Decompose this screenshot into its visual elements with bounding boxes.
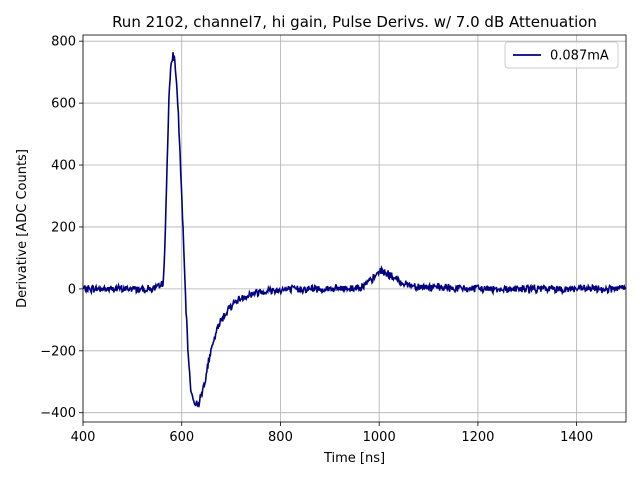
x-tick-label: 400 <box>71 430 96 445</box>
legend-label: 0.087mA <box>550 49 609 64</box>
y-axis-label: Derivative [ADC Counts] <box>15 149 30 308</box>
plot-frame <box>82 34 627 423</box>
y-tick-label: 0 <box>68 282 76 297</box>
y-tick-label: 600 <box>51 97 76 112</box>
x-tick-label: 800 <box>268 430 293 445</box>
y-tick-label: 200 <box>51 220 76 235</box>
plot-area <box>83 52 626 408</box>
axis-ticks: 400 600 800 1000 1200 1400 −400 −200 0 200 400 600 8… <box>40 35 593 445</box>
y-tick-label: −200 <box>40 344 76 359</box>
x-tick-label: 1400 <box>560 430 593 445</box>
x-tick-label: 1200 <box>461 430 494 445</box>
legend-box <box>504 41 619 69</box>
y-tick-label: −400 <box>40 406 76 421</box>
series-line <box>83 52 626 408</box>
x-axis-label: Time [ns] <box>323 451 385 466</box>
x-tick-label: 1000 <box>363 430 396 445</box>
chart-title: Run 2102, channel7, hi gain, Pulse Deriv… <box>112 13 597 31</box>
y-tick-label: 800 <box>51 35 76 50</box>
legend: 0.087mA <box>504 41 619 69</box>
x-tick-label: 600 <box>169 430 194 445</box>
y-tick-label: 400 <box>51 159 76 174</box>
